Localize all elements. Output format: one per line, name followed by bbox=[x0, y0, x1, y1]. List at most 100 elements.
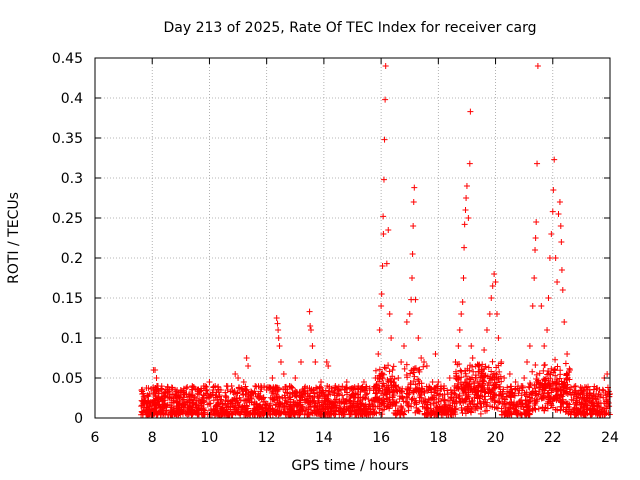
noise-point bbox=[291, 389, 298, 396]
noise-point bbox=[500, 393, 507, 400]
data-point bbox=[292, 375, 299, 381]
data-point bbox=[446, 375, 453, 381]
noise-point bbox=[553, 376, 560, 383]
data-point bbox=[154, 383, 161, 389]
noise-point bbox=[324, 401, 331, 408]
x-tick-label: 6 bbox=[91, 430, 100, 446]
data-point bbox=[506, 371, 513, 377]
noise-point bbox=[207, 411, 214, 418]
noise-point bbox=[470, 368, 477, 375]
noise-point bbox=[351, 386, 358, 393]
data-point bbox=[557, 223, 564, 229]
noise-point bbox=[159, 398, 166, 405]
noise-point bbox=[376, 399, 383, 406]
noise-point bbox=[262, 401, 269, 408]
x-axis-ticks: 6 8 10 12 14 16 18 20 22 24 bbox=[91, 58, 619, 446]
noise-point bbox=[302, 407, 309, 414]
noise-point bbox=[269, 389, 276, 396]
noise-point bbox=[473, 403, 480, 410]
noise-point bbox=[557, 387, 564, 394]
noise-point bbox=[545, 380, 552, 387]
noise-point bbox=[522, 391, 529, 398]
noise-point bbox=[478, 372, 485, 379]
noise-point bbox=[431, 394, 438, 401]
data-point bbox=[332, 383, 339, 389]
noise-point bbox=[548, 365, 555, 372]
noise-point bbox=[477, 410, 484, 417]
noise-point bbox=[141, 397, 148, 404]
noise-point bbox=[466, 405, 473, 412]
data-point bbox=[463, 195, 470, 201]
noise-point bbox=[457, 379, 464, 386]
noise-point bbox=[557, 399, 564, 406]
noise-point bbox=[462, 367, 469, 374]
noise-point bbox=[330, 404, 337, 411]
data-point bbox=[498, 359, 505, 365]
noise-point bbox=[241, 386, 248, 393]
data-point bbox=[532, 247, 539, 253]
noise-point bbox=[467, 408, 474, 415]
noise-point bbox=[527, 394, 534, 401]
noise-point bbox=[242, 383, 249, 390]
noise-point bbox=[274, 388, 281, 395]
data-point bbox=[183, 391, 190, 397]
noise-point bbox=[436, 391, 443, 398]
data-point bbox=[555, 211, 562, 217]
noise-point bbox=[386, 368, 393, 375]
noise-point bbox=[138, 387, 145, 394]
noise-point bbox=[231, 405, 238, 412]
noise-point bbox=[542, 385, 549, 392]
noise-point bbox=[419, 385, 426, 392]
noise-point bbox=[431, 399, 438, 406]
data-point bbox=[492, 279, 499, 285]
noise-point bbox=[421, 399, 428, 406]
noise-point bbox=[314, 385, 321, 392]
data-point bbox=[223, 383, 230, 389]
noise-point bbox=[458, 368, 465, 375]
noise-point bbox=[304, 390, 311, 397]
data-point bbox=[232, 371, 239, 377]
noise-point bbox=[422, 396, 429, 403]
data-point bbox=[578, 387, 585, 393]
data-point bbox=[466, 160, 473, 167]
data-point bbox=[382, 96, 389, 103]
data-point bbox=[465, 215, 472, 221]
noise-point bbox=[493, 364, 500, 371]
noise-point bbox=[322, 387, 329, 394]
noise-point bbox=[567, 389, 574, 396]
noise-point bbox=[378, 390, 385, 397]
noise-point bbox=[570, 397, 577, 404]
noise-point bbox=[563, 408, 570, 415]
noise-point bbox=[562, 360, 569, 367]
noise-point bbox=[307, 393, 314, 400]
noise-point bbox=[339, 383, 346, 390]
noise-point bbox=[323, 394, 330, 401]
x-tick-label: 24 bbox=[601, 430, 619, 446]
noise-point bbox=[272, 384, 279, 391]
data-point bbox=[383, 260, 390, 267]
noise-point bbox=[403, 361, 410, 368]
noise-point bbox=[502, 404, 509, 411]
noise-point bbox=[590, 391, 597, 398]
data-point bbox=[538, 303, 545, 309]
noise-point bbox=[429, 393, 436, 400]
noise-point bbox=[507, 383, 514, 390]
data-point bbox=[429, 379, 436, 385]
noise-point bbox=[524, 407, 531, 414]
noise-point bbox=[295, 407, 302, 414]
data-point bbox=[411, 184, 418, 191]
noise-point bbox=[452, 398, 459, 405]
noise-point bbox=[330, 389, 337, 396]
noise-point bbox=[138, 403, 145, 410]
x-tick-label: 20 bbox=[487, 430, 505, 446]
data-point bbox=[459, 299, 466, 305]
noise-point bbox=[535, 391, 542, 398]
noise-point bbox=[239, 408, 246, 415]
data-point bbox=[325, 363, 332, 369]
noise-point bbox=[548, 402, 555, 409]
noise-point bbox=[488, 368, 495, 375]
noise-point bbox=[142, 407, 149, 414]
data-point bbox=[551, 156, 558, 163]
noise-point bbox=[292, 388, 299, 395]
noise-point bbox=[479, 386, 486, 393]
